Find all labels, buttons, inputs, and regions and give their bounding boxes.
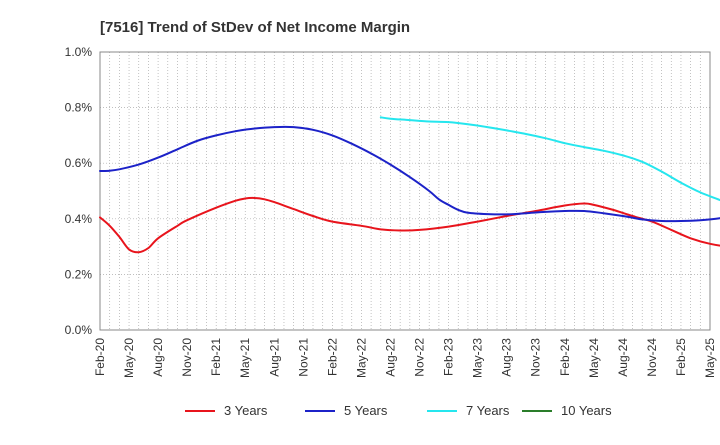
x-tick-label: May-21 (238, 338, 252, 378)
series-lines (99, 116, 720, 254)
x-tick-label: Nov-24 (645, 338, 659, 377)
legend: 3 Years 5 Years 7 Years 10 Years (185, 403, 612, 418)
chart-title: [7516] Trend of StDev of Net Income Marg… (100, 19, 410, 36)
y-tick-label: 0.6% (65, 156, 93, 170)
x-tick-label: Feb-21 (209, 338, 223, 376)
series-line-5-years (99, 125, 720, 223)
x-axis: Feb-20 May-20 Aug-20 Nov-20 Feb-21 May-21 Aug-… (93, 338, 717, 378)
x-tick-label: Feb-24 (558, 338, 572, 376)
legend-label-3-years: 3 Years (224, 403, 268, 418)
x-tick-label: Nov-20 (180, 338, 194, 377)
y-tick-label: 0.2% (65, 267, 93, 281)
x-tick-label: Feb-20 (93, 338, 107, 376)
x-tick-label: Aug-21 (267, 338, 281, 377)
x-tick-label: Aug-20 (151, 338, 165, 377)
series-line-3-years (99, 196, 720, 254)
y-tick-label: 0.0% (65, 323, 93, 337)
legend-label-5-years: 5 Years (344, 403, 388, 418)
x-tick-label: Feb-23 (442, 338, 456, 376)
y-tick-label: 0.4% (65, 212, 93, 226)
legend-label-7-years: 7 Years (466, 403, 510, 418)
grid (99, 51, 711, 331)
y-axis: 0.0% 0.2% 0.4% 0.6% 0.8% 1.0% (65, 45, 93, 337)
plot-frame (99, 51, 711, 331)
x-tick-label: Nov-22 (413, 338, 427, 377)
x-tick-label: May-25 (703, 338, 717, 378)
x-tick-label: May-24 (587, 338, 601, 378)
x-tick-label: Aug-22 (383, 338, 397, 377)
x-tick-label: May-20 (122, 338, 136, 378)
x-tick-label: May-23 (471, 338, 485, 378)
x-tick-label: Feb-25 (674, 338, 688, 376)
x-tick-label: Nov-21 (296, 338, 310, 377)
x-tick-label: Nov-23 (529, 338, 543, 377)
y-tick-label: 1.0% (65, 45, 93, 59)
x-tick-label: May-22 (354, 338, 368, 378)
series-line-7-years (379, 116, 720, 202)
x-tick-label: Feb-22 (325, 338, 339, 376)
y-tick-label: 0.8% (65, 101, 93, 115)
x-tick-label: Aug-23 (500, 338, 514, 377)
x-tick-label: Aug-24 (616, 338, 630, 377)
legend-label-10-years: 10 Years (561, 403, 612, 418)
